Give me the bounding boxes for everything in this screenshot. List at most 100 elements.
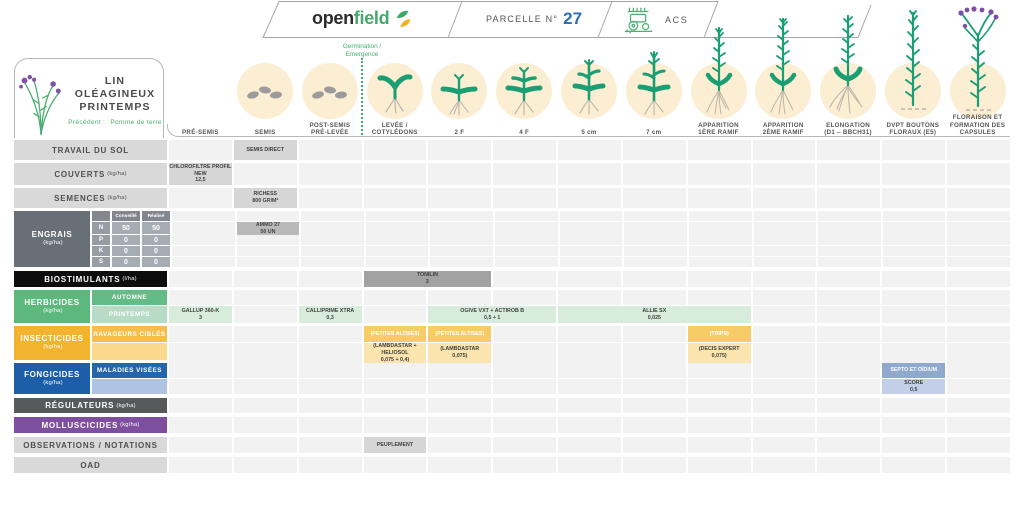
cell [882, 306, 946, 323]
nutrient-p-conseille: 0 [112, 235, 140, 245]
nutrient-value: 0 [154, 236, 158, 244]
target-text: (PETITES ALTISES) [370, 330, 420, 337]
cell [298, 398, 362, 413]
cell [169, 188, 232, 208]
cell [817, 398, 881, 413]
row-herbicides: HERBICIDES (kg/ha) AUTOMNE PRINTEMPS GAL… [14, 290, 1010, 323]
cell [947, 343, 1010, 364]
cell [818, 257, 881, 267]
cell [817, 417, 881, 433]
nutrient-value: 50 [152, 224, 160, 232]
stage-label: FLORAUX (E5) [889, 129, 937, 137]
cell [493, 457, 557, 473]
stage-label: 4 F [519, 129, 530, 137]
row-grid [169, 457, 1010, 473]
cell-septo-oidium: SEPTO ET OÏDIUM [882, 363, 946, 378]
cell [365, 235, 429, 245]
cell [817, 326, 881, 342]
cell [301, 211, 364, 221]
cell-decis-expert: (DECIS EXPERT 0,075) [687, 343, 751, 364]
row-oad: OAD [14, 457, 1010, 473]
fongicides-products-label [92, 379, 167, 394]
cell [169, 398, 232, 413]
cell [817, 457, 881, 473]
parcelle-label: PARCELLE N° [486, 14, 559, 24]
leaf-seed-icon [396, 10, 411, 27]
cell [752, 363, 816, 378]
target-text: (TRIPS) [709, 330, 729, 337]
cell [169, 326, 232, 342]
stage-label: 7 cm [646, 129, 662, 137]
nutrient-letter: S [98, 259, 103, 265]
cell-richess: RICHESS 800 GR/M² [233, 188, 297, 208]
flax-plant-icon [19, 74, 61, 135]
parcelle-number: 27 [563, 9, 583, 28]
cell [493, 437, 557, 453]
cell [428, 188, 492, 208]
cell [495, 246, 558, 256]
stage-label: SEMIS [254, 129, 276, 137]
product-name: (LAMBDASTAR + HELIOSOL [373, 343, 417, 356]
cell [622, 437, 686, 453]
stage-pre-semis: PRÉ-SEMIS [168, 0, 233, 140]
cell [687, 140, 751, 160]
stage-label: PRÉ-LEVÉE [311, 129, 349, 137]
nutrient-p: P [92, 235, 110, 245]
target-text: SEPTO ET OÏDIUM [890, 367, 938, 374]
cell-allie: ALLIE SX 0,025 [558, 306, 751, 323]
cell [817, 163, 881, 185]
product-name: GALLUP 360-K [181, 307, 220, 314]
nutrient-value: 0 [124, 258, 128, 266]
cell [882, 457, 946, 473]
cell [947, 379, 1010, 394]
stage-label: (D1 – BBCH31) [824, 129, 872, 137]
row-label: RÉGULATEURS (kg/ha) [14, 398, 167, 413]
product-name: CHLOROFILTRE PROFIL NEW [169, 163, 232, 177]
cell [233, 290, 297, 305]
cell [624, 246, 687, 256]
cell [236, 235, 300, 245]
cell [559, 235, 623, 245]
cell [233, 417, 297, 433]
cell [495, 211, 558, 221]
stage-label: POST-SEMIS [309, 121, 351, 129]
cell [882, 140, 946, 160]
cell [752, 188, 816, 208]
cell [818, 235, 881, 245]
banner-ribbon-outline [262, 1, 872, 38]
product-dose: 0,075 + 0,4) [380, 356, 410, 363]
stage-levee: LEVÉE / COTYLÉDONS [362, 0, 427, 140]
product-name: TONILIN [416, 272, 438, 279]
germination-label: Germination / Emergence [322, 43, 402, 58]
nutrient-value: 0 [124, 236, 128, 244]
cell-calliprime: CALLIPRIME XTRA 0,3 [298, 306, 362, 323]
cell [493, 417, 557, 433]
target-text: (PETITES ALTISES) [435, 330, 485, 337]
cell [558, 457, 621, 473]
cell [818, 222, 881, 236]
cell [363, 163, 427, 185]
plant-7cm-icon [637, 51, 671, 116]
sub-label-text: MALADIES VISÉES [97, 367, 162, 374]
cell [753, 246, 817, 256]
cell [363, 290, 427, 305]
stage-7cm: 7 cm [621, 0, 686, 140]
stage-label: PRÉ-SEMIS [182, 129, 219, 137]
cell-petites-altises: (PETITES ALTISES) [363, 326, 427, 342]
row-biostimulants: BIOSTIMULANTS (l/ha) TONILIN 3 [14, 271, 1010, 287]
cell [752, 379, 816, 394]
row-unit: (l/ha) [122, 276, 137, 282]
cell [752, 163, 816, 185]
row-observations: OBSERVATIONS / NOTATIONS PEUPLEMENT [14, 437, 1010, 453]
nutrient-k-realise: 0 [142, 246, 170, 256]
row-unit: (kg/ha) [107, 195, 127, 201]
stage-label: 1ÈRE RAMIF [698, 129, 739, 137]
stage-label: APPARITION [762, 121, 804, 129]
cell [558, 271, 621, 287]
cell [430, 246, 494, 256]
engrais-label: ENGRAIS (kg/ha) [14, 211, 90, 267]
cell [622, 140, 686, 160]
cell [169, 290, 232, 305]
row-label: OAD [14, 457, 167, 473]
row-couverts: COUVERTS (kg/ha) CHLOROFILTRE PROFIL NEW 1… [14, 163, 1010, 185]
